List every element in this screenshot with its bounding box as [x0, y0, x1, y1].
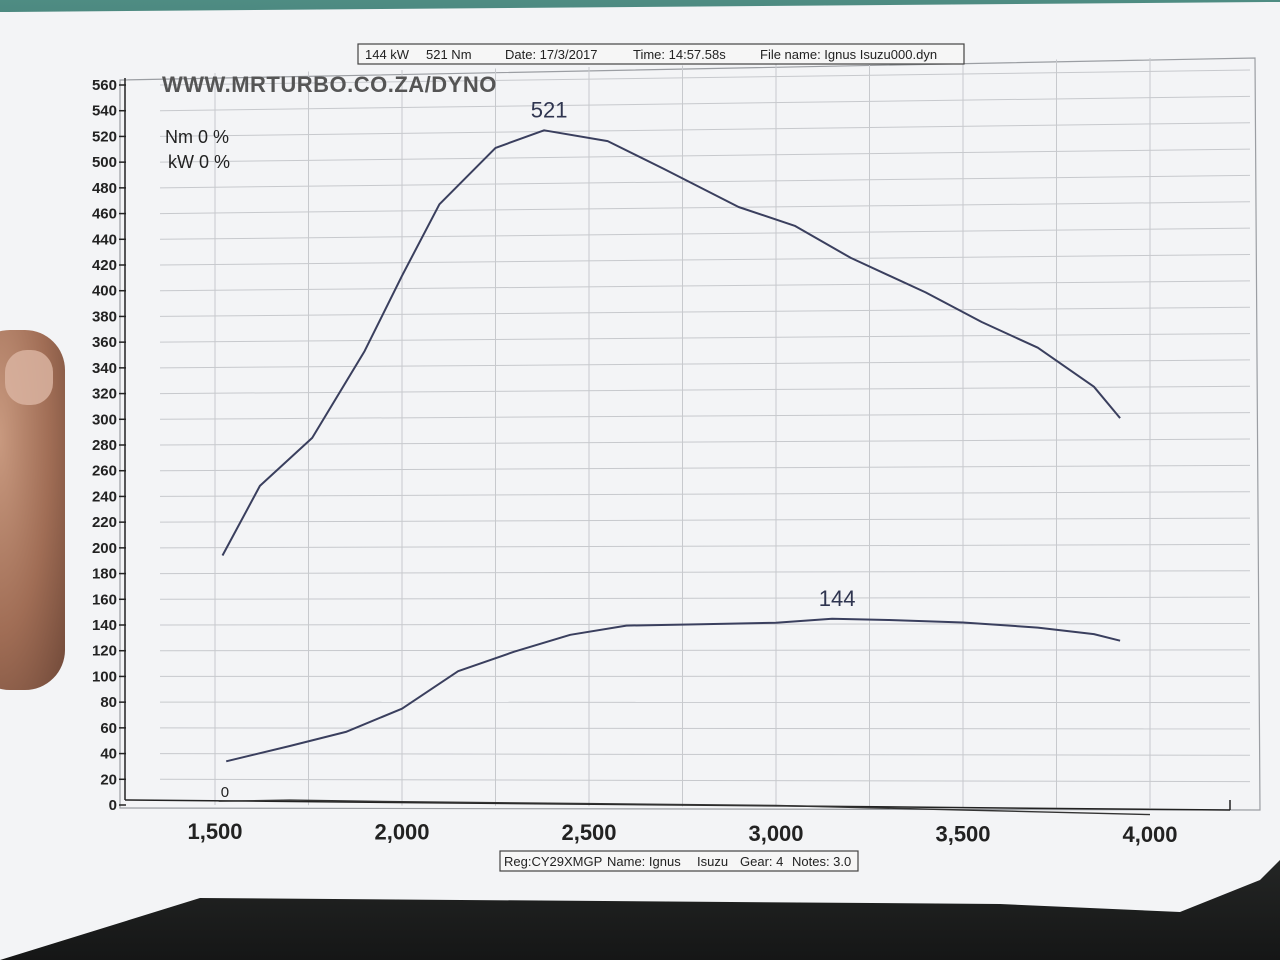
- x-tick-label: 4,000: [1122, 822, 1177, 847]
- h-gridline: [159, 201, 1251, 215]
- header-torque: 521 Nm: [426, 47, 472, 62]
- thumb-nail: [5, 350, 53, 405]
- y-tick-label: 440: [92, 231, 117, 248]
- y-tick-label: 80: [100, 694, 117, 711]
- y-tick-label: 400: [92, 283, 117, 300]
- h-gridline: [159, 438, 1251, 446]
- header-info-box: 144 kW 521 Nm Date: 17/3/2017 Time: 14:5…: [357, 43, 965, 65]
- y-tick-label: 520: [92, 128, 117, 145]
- header-date: Date: 17/3/2017: [505, 47, 598, 62]
- footer-gear: Gear: 4: [740, 854, 783, 869]
- y-tick-label: 420: [92, 257, 117, 274]
- y-tick-label: 380: [92, 308, 117, 325]
- h-gridline: [159, 69, 1251, 86]
- legend-kw: kW 0 %: [168, 152, 230, 172]
- y-tick-label: 560: [92, 77, 117, 94]
- h-gridline: [159, 778, 1251, 783]
- h-gridline: [159, 464, 1251, 472]
- h-gridline: [159, 122, 1251, 137]
- h-gridline: [159, 596, 1251, 600]
- h-gridline: [159, 412, 1251, 420]
- peak-label-nm: 521: [531, 97, 568, 122]
- x-tick-label: 3,500: [935, 821, 990, 846]
- y-tick-label: 280: [92, 437, 117, 454]
- y-tick-label: 320: [92, 386, 117, 403]
- h-gridline: [159, 306, 1251, 317]
- h-gridline: [159, 491, 1251, 497]
- y-tick-label: 460: [92, 206, 117, 223]
- y-tick-label: 540: [92, 103, 117, 120]
- tick-labels: 0 20 40 60 80 100 120 140 160 180 200 220 240 260 280 3…: [92, 77, 1178, 847]
- y-tick-label: 340: [92, 360, 117, 377]
- h-gridline: [159, 517, 1251, 523]
- footer-reg: Reg:CY29XMGP: [504, 854, 602, 869]
- y-tick-label: 100: [92, 668, 117, 685]
- y-tick-label: 360: [92, 334, 117, 351]
- h-gridline: [159, 174, 1251, 189]
- y-tick-label: 60: [100, 720, 117, 737]
- y-tick-label: 20: [100, 771, 117, 788]
- h-gridline: [159, 649, 1251, 652]
- header-filename: File name: Ignus Isuzu000.dyn: [760, 47, 937, 62]
- y-tick-label: 300: [92, 411, 117, 428]
- grid: [119, 57, 1261, 811]
- y-tick-label: 200: [92, 540, 117, 557]
- header-time: Time: 14:57.58s: [633, 47, 726, 62]
- footer-info-box: Reg:CY29XMGP Name: Ignus Isuzu Gear: 4 N…: [499, 850, 859, 872]
- footer-make: Isuzu: [697, 854, 728, 869]
- series-line-nm: [221, 129, 1121, 556]
- footer-box-frame: [499, 850, 859, 872]
- y-tick-label: 0: [109, 797, 117, 814]
- y-tick-label: 240: [92, 488, 117, 505]
- h-gridline: [159, 148, 1251, 163]
- y-tick-label: 120: [92, 643, 117, 660]
- series-line-0: [218, 799, 1151, 816]
- h-gridline: [159, 333, 1251, 343]
- h-gridline: [159, 280, 1251, 292]
- y-tick-label: 480: [92, 180, 117, 197]
- footer-notes: Notes: 3.0: [792, 854, 851, 869]
- y-tick-label: 140: [92, 617, 117, 634]
- y-tick-label: 160: [92, 591, 117, 608]
- legend-nm: Nm 0 %: [165, 127, 229, 147]
- h-gridline: [159, 570, 1251, 575]
- plot-frame: [119, 57, 1261, 811]
- h-gridline: [159, 753, 1251, 756]
- y-tick-label: 180: [92, 566, 117, 583]
- website-label: WWW.MRTURBO.CO.ZA/DYNO: [162, 72, 497, 97]
- y-tick-label: 260: [92, 463, 117, 480]
- y-tick-label: 40: [100, 746, 117, 763]
- x-tick-label: 2,500: [561, 820, 616, 845]
- header-box-frame: [357, 43, 965, 65]
- x-tick-label: 2,000: [374, 820, 429, 845]
- h-gridline: [159, 385, 1251, 395]
- series-line-kw: [225, 617, 1121, 763]
- y-tick-label: 220: [92, 514, 117, 531]
- x-tick-label: 1,500: [187, 819, 242, 844]
- h-gridline: [159, 95, 1251, 112]
- h-gridline: [159, 227, 1251, 240]
- h-gridline: [159, 727, 1251, 730]
- series: 521 144 0: [218, 97, 1151, 816]
- header-power: 144 kW: [365, 47, 410, 62]
- footer-name: Name: Ignus: [607, 854, 681, 869]
- zero-series-label: 0: [221, 784, 229, 801]
- y-tick-label: 500: [92, 154, 117, 171]
- h-gridline: [159, 543, 1251, 549]
- h-gridline: [159, 359, 1251, 369]
- h-gridline: [159, 254, 1251, 266]
- peak-label-kw: 144: [819, 586, 856, 611]
- x-tick-label: 3,000: [748, 821, 803, 846]
